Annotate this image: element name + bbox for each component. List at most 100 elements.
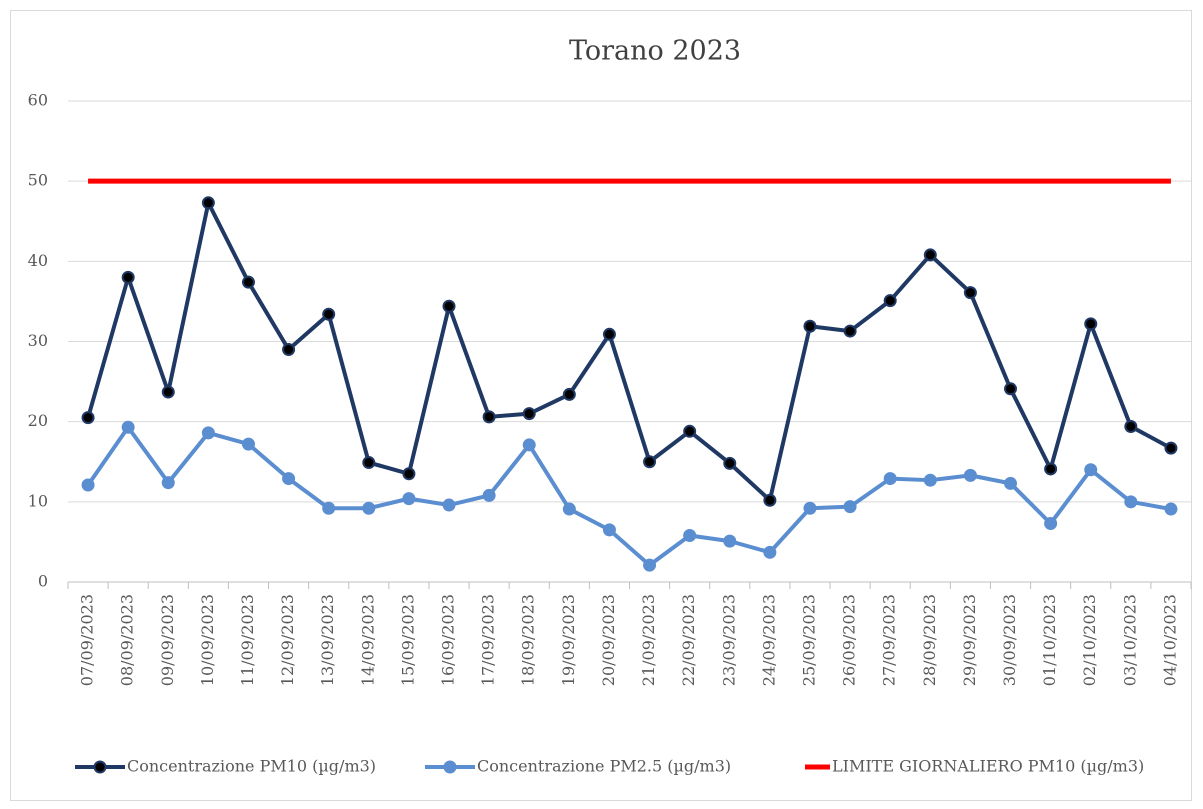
series-marker [1164,441,1178,455]
x-tick-label: 23/09/2023 [719,594,738,686]
series-marker [161,385,175,399]
series-marker [121,420,135,434]
x-tick-label: 24/09/2023 [759,594,778,686]
series-marker [1124,419,1138,433]
x-tick-label: 18/09/2023 [519,594,538,686]
series-marker [482,488,496,502]
legend-label: Concentrazione PM10 (µg/m3) [127,757,376,776]
series-marker [1164,502,1178,516]
series-marker [763,545,777,559]
x-tick-label: 28/09/2023 [920,594,939,686]
series-marker [1044,462,1058,476]
series-marker [81,411,95,425]
series-marker [843,324,857,338]
x-tick-label: 16/09/2023 [439,594,458,686]
chart-frame [10,10,1192,801]
series-marker [723,456,737,470]
series-line [86,425,1172,568]
series-marker [161,476,175,490]
series-marker [723,534,737,548]
legend-marker [93,760,107,774]
series-marker [643,455,657,469]
series-marker [282,472,296,486]
x-tick-label: 22/09/2023 [679,594,698,686]
x-tick-label: 21/09/2023 [639,594,658,686]
y-tick-label: 60 [28,91,48,110]
legend-label: Concentrazione PM2.5 (µg/m3) [477,757,731,776]
x-tick-label: 27/09/2023 [880,594,899,686]
series-marker [803,319,817,333]
y-tick-label: 0 [38,572,48,591]
series-marker [241,437,255,451]
series-marker [282,343,296,357]
series-marker [482,410,496,424]
y-tick-label: 40 [28,251,48,270]
x-tick-label: 07/09/2023 [78,594,97,686]
series-marker [322,307,336,321]
series-marker [602,327,616,341]
series-marker [963,286,977,300]
y-tick-label: 50 [28,171,48,190]
x-tick-label: 20/09/2023 [599,594,618,686]
x-tick-label: 10/09/2023 [198,594,217,686]
series-marker [201,196,215,210]
series-marker [442,498,456,512]
series-marker [602,523,616,537]
x-tick-label: 03/10/2023 [1120,594,1139,686]
x-tick-label: 09/09/2023 [158,594,177,686]
x-tick-label: 25/09/2023 [799,594,818,686]
series-marker [803,501,817,515]
x-tick-label: 11/09/2023 [238,594,257,686]
series-marker [322,501,336,515]
series-marker [402,492,416,506]
x-tick-label: 08/09/2023 [118,594,137,686]
series-marker [923,248,937,262]
series-marker [683,424,697,438]
x-tick-label: 14/09/2023 [358,594,377,686]
series-marker [121,270,135,284]
series-marker [201,426,215,440]
series-marker [763,493,777,507]
legend-marker [443,760,457,774]
series-marker [442,299,456,313]
series-marker [522,438,536,452]
x-tick-label: 29/09/2023 [960,594,979,686]
x-tick-label: 26/09/2023 [840,594,859,686]
series-marker [923,473,937,487]
series-line [86,200,1172,503]
series-marker [883,294,897,308]
series-marker [1084,463,1098,477]
series-marker [402,467,416,481]
series-marker [241,275,255,289]
x-tick-label: 17/09/2023 [479,594,498,686]
x-tick-label: 13/09/2023 [318,594,337,686]
series-marker [1124,495,1138,509]
series-marker [1084,317,1098,331]
series-marker [1044,516,1058,530]
series-marker [883,472,897,486]
series-marker [362,456,376,470]
x-tick-label: 04/10/2023 [1160,594,1179,686]
y-tick-label: 30 [28,331,48,350]
series-marker [562,387,576,401]
x-tick-label: 02/10/2023 [1080,594,1099,686]
y-tick-label: 20 [28,411,48,430]
x-tick-label: 15/09/2023 [398,594,417,686]
series-marker [81,478,95,492]
x-tick-label: 01/10/2023 [1040,594,1059,686]
legend-label: LIMITE GIORNALIERO PM10 (µg/m3) [832,757,1144,776]
y-tick-label: 10 [28,491,48,510]
series-marker [963,468,977,482]
series-marker [1004,476,1018,490]
series-marker [683,529,697,543]
series-marker [362,501,376,515]
x-tick-label: 19/09/2023 [559,594,578,686]
series-marker [843,500,857,514]
series-marker [1004,382,1018,396]
x-tick-label: 12/09/2023 [278,594,297,686]
series-marker [562,502,576,516]
x-tick-label: 30/09/2023 [1000,594,1019,686]
series-marker [522,407,536,421]
chart-title: Torano 2023 [569,36,741,67]
